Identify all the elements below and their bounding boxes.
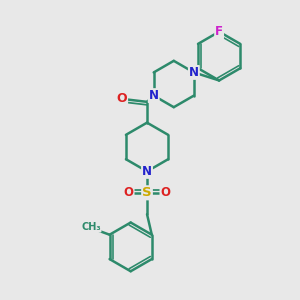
Text: CH₃: CH₃ [81, 222, 101, 232]
Text: F: F [215, 25, 223, 38]
Text: N: N [149, 89, 159, 102]
Text: N: N [189, 66, 199, 79]
Text: S: S [142, 186, 152, 199]
Text: O: O [116, 92, 127, 105]
Text: O: O [160, 186, 170, 199]
Text: N: N [142, 165, 152, 178]
Text: O: O [124, 186, 134, 199]
